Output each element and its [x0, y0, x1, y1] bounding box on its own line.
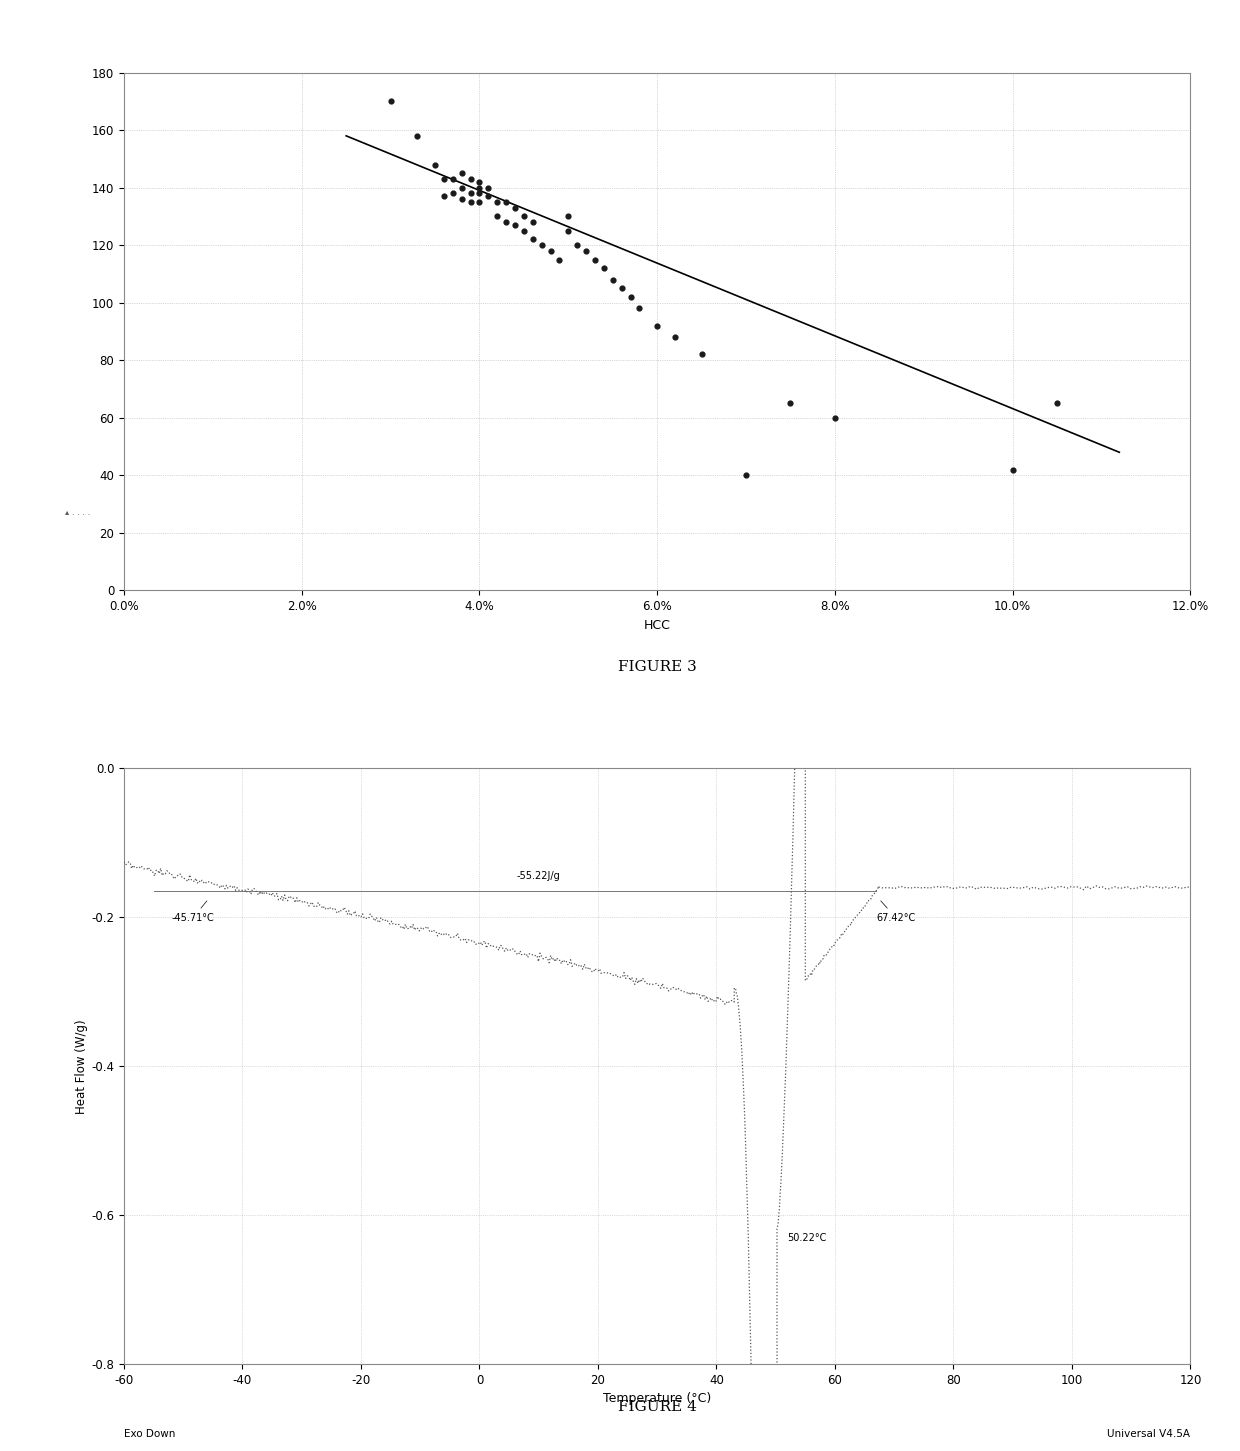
Point	[611, 277, 631, 300]
Point	[630, 297, 650, 321]
Point	[603, 268, 622, 292]
Point	[407, 125, 427, 148]
Point	[451, 161, 471, 184]
Point	[470, 170, 490, 193]
Point	[443, 181, 463, 205]
Point	[692, 342, 712, 366]
X-axis label: HCC: HCC	[644, 618, 671, 631]
Point	[523, 228, 543, 251]
Point	[549, 248, 569, 271]
Point	[620, 286, 640, 309]
Point	[381, 90, 401, 113]
Point	[781, 392, 801, 415]
Point	[487, 205, 507, 228]
Point	[647, 313, 667, 337]
Text: -55.22J/g: -55.22J/g	[517, 871, 560, 881]
Point	[558, 219, 578, 242]
Point	[470, 190, 490, 213]
Point	[585, 248, 605, 271]
Point	[461, 190, 481, 213]
Point	[505, 196, 525, 219]
Point	[1003, 459, 1023, 482]
Point	[558, 205, 578, 228]
Text: Universal V4.5A: Universal V4.5A	[1107, 1429, 1190, 1439]
Text: FIGURE 4: FIGURE 4	[618, 1400, 697, 1415]
Point	[496, 210, 516, 234]
Text: Exo Down: Exo Down	[124, 1429, 175, 1439]
Point	[532, 234, 552, 257]
Point	[487, 190, 507, 213]
Point	[425, 152, 445, 176]
Point	[434, 167, 454, 190]
Point	[594, 257, 614, 280]
Point	[665, 325, 684, 348]
Point	[479, 184, 498, 207]
Point	[513, 219, 533, 242]
Point	[496, 190, 516, 213]
Point	[479, 176, 498, 199]
Point	[461, 167, 481, 190]
Point	[577, 239, 596, 263]
Point	[825, 406, 844, 429]
Point	[451, 187, 471, 210]
Point	[470, 176, 490, 199]
X-axis label: Temperature (°C): Temperature (°C)	[603, 1392, 712, 1405]
Point	[461, 181, 481, 205]
Text: -45.71°C: -45.71°C	[171, 901, 215, 923]
Point	[1047, 392, 1066, 415]
Point	[451, 176, 471, 199]
Text: ▴ . . . .: ▴ . . . .	[66, 508, 91, 517]
Point	[737, 464, 756, 488]
Point	[470, 181, 490, 205]
Y-axis label: Heat Flow (W/g): Heat Flow (W/g)	[76, 1019, 88, 1113]
Text: FIGURE 3: FIGURE 3	[618, 660, 697, 675]
Point	[541, 239, 560, 263]
Text: 50.22°C: 50.22°C	[787, 1233, 827, 1244]
Point	[505, 213, 525, 237]
Point	[443, 167, 463, 190]
Point	[523, 210, 543, 234]
Text: 67.42°C: 67.42°C	[877, 901, 915, 923]
Point	[513, 205, 533, 228]
Point	[567, 234, 587, 257]
Point	[434, 184, 454, 207]
